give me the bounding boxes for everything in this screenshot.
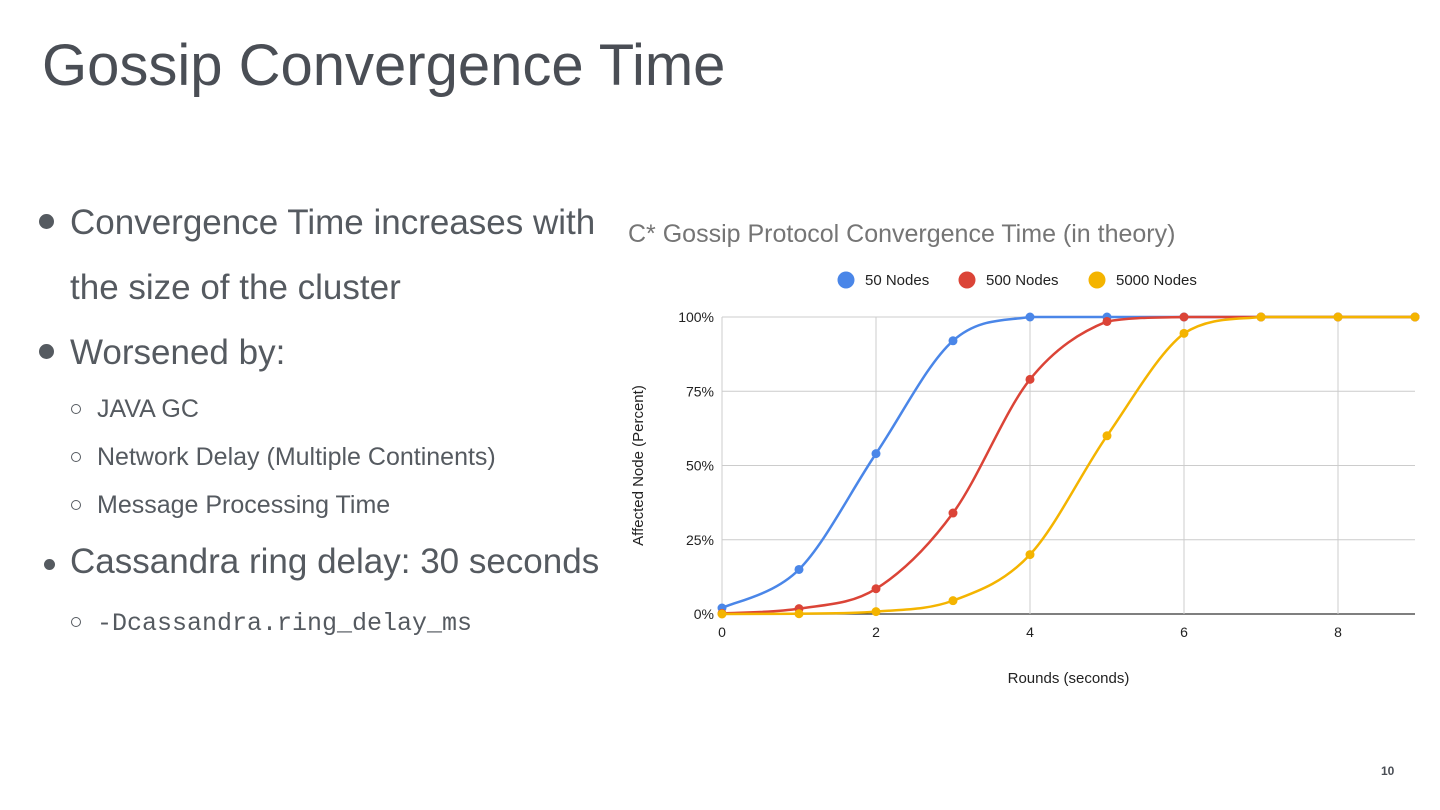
sub-bullet-text: Network Delay (Multiple Continents) (97, 443, 496, 471)
bullet-worsened: Worsened by: (36, 320, 616, 385)
legend-marker (1088, 271, 1106, 289)
sub-bullet-code: -Dcassandra.ring_delay_ms (97, 609, 473, 638)
bullet-dot (39, 214, 54, 229)
bullet-dot (44, 559, 55, 570)
sub-bullet-ring (71, 617, 81, 627)
y-tick-label: 75% (686, 383, 714, 399)
series-line (721, 315, 1415, 610)
sub-bullet: -Dcassandra.ring_delay_ms (36, 594, 616, 650)
bullet-ring-delay: Cassandra ring delay: 30 seconds (36, 529, 616, 594)
bullet-text: Cassandra ring delay: 30 seconds (70, 542, 600, 581)
y-tick-label: 100% (678, 309, 714, 325)
sub-bullet-text: JAVA GC (97, 395, 199, 423)
sub-bullet-ring (71, 452, 81, 462)
data-point (1256, 312, 1266, 322)
legend-label: 50 Nodes (865, 272, 929, 289)
bullet-list: Convergence Time increases with the size… (36, 190, 616, 650)
x-tick-label: 0 (718, 624, 726, 640)
sub-bullet: Network Delay (Multiple Continents) (36, 433, 616, 481)
x-axis-label: Rounds (seconds) (1008, 670, 1130, 687)
data-point (1410, 312, 1420, 322)
page-number: 10 (1381, 764, 1395, 778)
chart-title: C* Gossip Protocol Convergence Time (in … (628, 220, 1176, 248)
data-point (1333, 312, 1343, 322)
legend-marker (837, 271, 855, 289)
data-point (1025, 550, 1035, 560)
data-point (948, 336, 958, 346)
bullet-text: Convergence Time increases with (70, 203, 596, 242)
line-chart: 0% 25% 50% 75% 100% 0 2 4 6 8 Rounds (seconds) Affe… (630, 271, 1420, 687)
x-tick-label: 2 (872, 624, 880, 640)
y-axis-label: Affected Node (Percent) (630, 385, 647, 546)
y-tick-label: 50% (686, 458, 714, 474)
y-tick-label: 0% (694, 606, 714, 622)
bullet-text: Worsened by: (70, 333, 286, 372)
data-point (1102, 431, 1112, 441)
data-point (871, 607, 881, 617)
data-point (1179, 328, 1189, 338)
data-point (1102, 316, 1112, 326)
data-point (717, 609, 727, 619)
data-point (948, 508, 958, 518)
legend-marker (958, 271, 976, 289)
legend-label: 500 Nodes (986, 272, 1059, 289)
x-tick-label: 8 (1334, 624, 1342, 640)
bullet-convergence: Convergence Time increases with the size… (36, 190, 616, 320)
data-point (794, 609, 804, 619)
sub-bullet-ring (71, 404, 81, 414)
y-tick-label: 25% (686, 532, 714, 548)
series-line (721, 315, 1415, 616)
data-point (1025, 312, 1035, 322)
slide-title: Gossip Convergence Time (42, 33, 726, 98)
data-point (794, 564, 804, 574)
data-point (871, 584, 881, 594)
x-tick-label: 6 (1180, 624, 1188, 640)
legend-label: 5000 Nodes (1116, 272, 1197, 289)
data-point (948, 596, 958, 606)
bullet-dot (39, 344, 54, 359)
sub-bullet: Message Processing Time (36, 481, 616, 529)
data-point (1025, 374, 1035, 384)
data-point (871, 449, 881, 459)
data-point (1179, 312, 1189, 322)
sub-bullet-ring (71, 500, 81, 510)
x-tick-label: 4 (1026, 624, 1034, 640)
bullet-text: the size of the cluster (70, 268, 401, 307)
sub-bullet: JAVA GC (36, 385, 616, 433)
sub-bullet-text: Message Processing Time (97, 491, 391, 519)
